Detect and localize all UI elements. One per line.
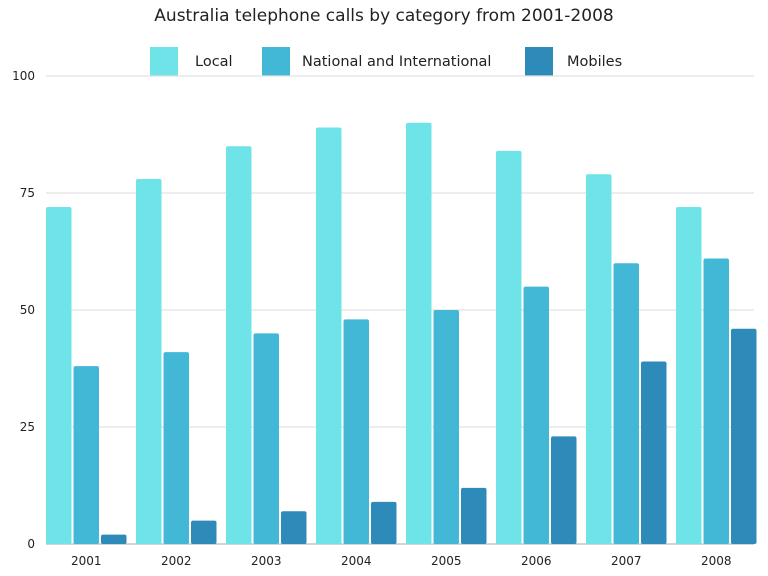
legend-swatch-national [262,47,290,76]
bar-national-and-international-2001 [73,366,99,544]
x-tick-label: 2005 [431,554,462,568]
bar-local-2008 [676,207,702,545]
bar-national-and-international-2002 [163,352,189,544]
x-tick-label: 2002 [161,554,192,568]
x-tick-label: 2001 [71,554,102,568]
legend-item-local: Local [150,47,233,76]
legend-swatch-mobiles [525,47,553,76]
y-tick-label: 50 [20,303,35,317]
x-tick-label: 2003 [251,554,282,568]
bar-national-and-international-2004 [343,319,369,544]
bar-mobiles-2004 [371,501,397,544]
bar-mobiles-2001 [101,534,127,544]
y-tick-label: 0 [27,537,35,551]
bar-mobiles-2003 [281,511,307,544]
bar-local-2001 [46,207,72,545]
legend-label-mobiles: Mobiles [567,53,623,70]
legend-label-national: National and International [302,53,492,70]
legend-item-mobiles: Mobiles [525,47,622,76]
bar-mobiles-2005 [461,487,487,544]
x-tick-label: 2006 [521,554,552,568]
bar-national-and-international-2006 [523,286,549,544]
x-tick-label: 2007 [611,554,642,568]
bar-national-and-international-2008 [703,258,729,544]
legend-label-local: Local [195,53,233,70]
bar-local-2005 [406,122,432,545]
bar-mobiles-2008 [731,328,757,544]
x-tick-label: 2008 [701,554,732,568]
bar-mobiles-2002 [191,520,217,544]
bar-local-2006 [496,150,522,544]
chart-title: Australia telephone calls by category fr… [154,6,614,26]
y-tick-label: 100 [12,69,35,83]
y-tick-label: 25 [20,420,35,434]
bar-national-and-international-2005 [433,310,459,544]
bar-mobiles-2006 [551,436,577,544]
bar-national-and-international-2007 [613,263,639,544]
bar-local-2007 [586,174,612,544]
bar-local-2002 [136,178,162,544]
bar-local-2004 [316,127,342,544]
bar-mobiles-2007 [641,361,667,544]
y-tick-label: 75 [20,186,35,200]
legend-swatch-local [150,47,178,76]
x-tick-label: 2004 [341,554,372,568]
bar-local-2003 [226,146,252,544]
legend-item-national: National and International [262,47,491,76]
bar-national-and-international-2003 [253,333,279,544]
